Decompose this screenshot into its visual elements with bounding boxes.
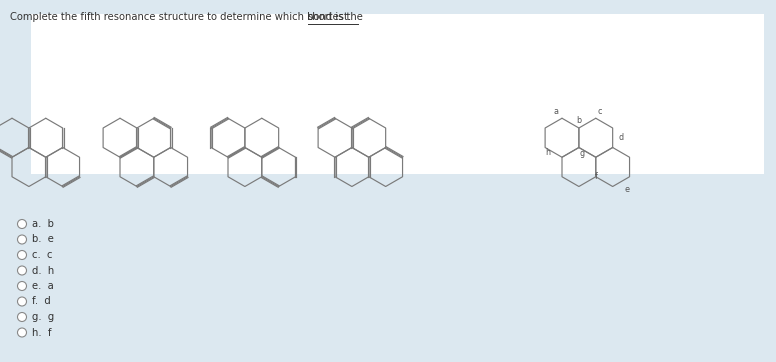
Text: e.  a: e. a — [32, 281, 54, 291]
Text: c: c — [598, 107, 602, 116]
Text: d: d — [618, 133, 624, 142]
Bar — [543, 14, 764, 174]
Text: f.  d: f. d — [32, 296, 50, 307]
Text: e: e — [624, 185, 629, 194]
Text: shortest.: shortest. — [307, 12, 352, 22]
Text: h: h — [546, 148, 550, 157]
Text: d.  h: d. h — [32, 265, 54, 275]
Text: Complete the fifth resonance structure to determine which bond is the: Complete the fifth resonance structure t… — [10, 12, 366, 22]
Text: c.  c: c. c — [32, 250, 53, 260]
Circle shape — [18, 328, 26, 337]
Circle shape — [18, 266, 26, 275]
Text: b: b — [577, 116, 581, 125]
Text: h.  f: h. f — [32, 328, 51, 337]
Text: g: g — [580, 148, 585, 157]
Text: b.  e: b. e — [32, 235, 54, 244]
Circle shape — [18, 219, 26, 228]
Bar — [31, 14, 566, 174]
Circle shape — [18, 282, 26, 290]
Text: g.  g: g. g — [32, 312, 54, 322]
Text: a: a — [553, 107, 558, 116]
Circle shape — [18, 297, 26, 306]
Circle shape — [18, 235, 26, 244]
Text: a.  b: a. b — [32, 219, 54, 229]
Circle shape — [18, 312, 26, 321]
Text: f: f — [594, 172, 598, 181]
Circle shape — [18, 251, 26, 260]
